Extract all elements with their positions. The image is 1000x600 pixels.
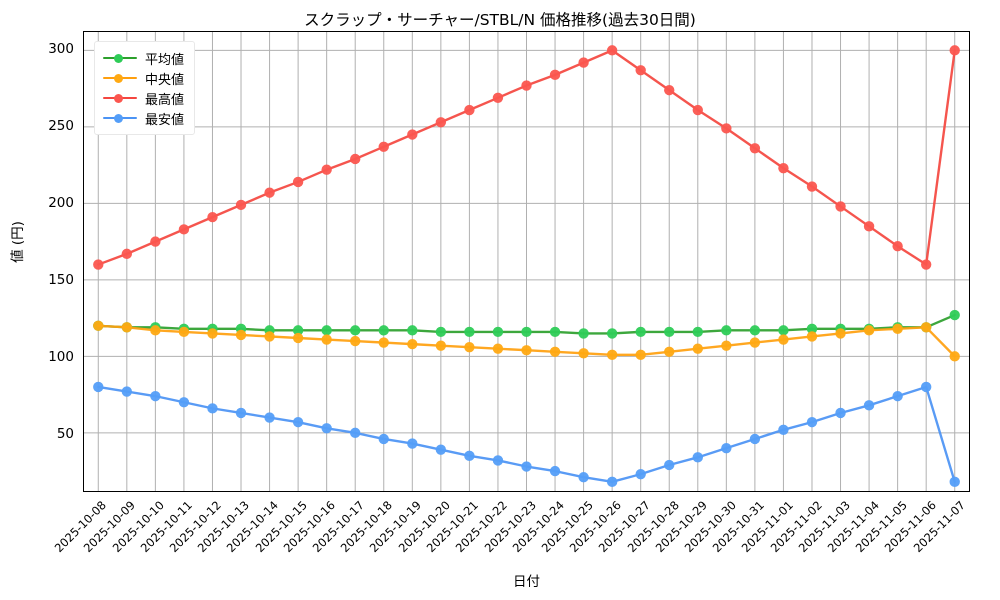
series-3 <box>93 381 960 487</box>
legend-item-3[interactable]: 最安値 <box>103 108 184 128</box>
legend-label: 中央値 <box>145 72 185 88</box>
y-tick-label: 150 <box>48 271 74 288</box>
legend-swatch-icon <box>103 71 137 85</box>
y-tick-label: 100 <box>48 348 74 365</box>
y-axis-ticks: 50 100 150 200 250 300 <box>10 31 74 492</box>
y-tick-label: 300 <box>48 41 74 58</box>
legend-item-1[interactable]: 中央値 <box>103 68 184 88</box>
legend-label: 最高値 <box>145 92 185 108</box>
y-tick-label: 250 <box>48 118 74 135</box>
legend-item-2[interactable]: 最高値 <box>103 88 184 108</box>
x-axis-label: 日付 <box>513 574 540 590</box>
grid-lines <box>84 32 969 491</box>
legend-label: 最安値 <box>145 112 185 128</box>
series-2 <box>93 45 960 270</box>
y-tick-label: 50 <box>56 425 74 442</box>
legend-swatch-icon <box>103 51 137 65</box>
plot-svg <box>84 32 969 491</box>
series-1 <box>93 320 960 362</box>
legend-swatch-icon <box>103 91 137 105</box>
legend-label: 平均値 <box>145 52 185 68</box>
chart-title: スクラップ・サーチャー/STBL/N 価格推移(過去30日間) <box>304 11 696 29</box>
x-axis-ticks: 2025-10-08 2025-10-09 2025-10-10 2025-10-11… <box>52 492 970 570</box>
y-tick-label: 200 <box>48 195 74 212</box>
legend-swatch-icon <box>103 111 137 125</box>
legend-item-0[interactable]: 平均値 <box>103 48 184 68</box>
plot-area <box>83 31 970 492</box>
chart-legend: 平均値中央値最高値最安値 <box>94 41 196 135</box>
